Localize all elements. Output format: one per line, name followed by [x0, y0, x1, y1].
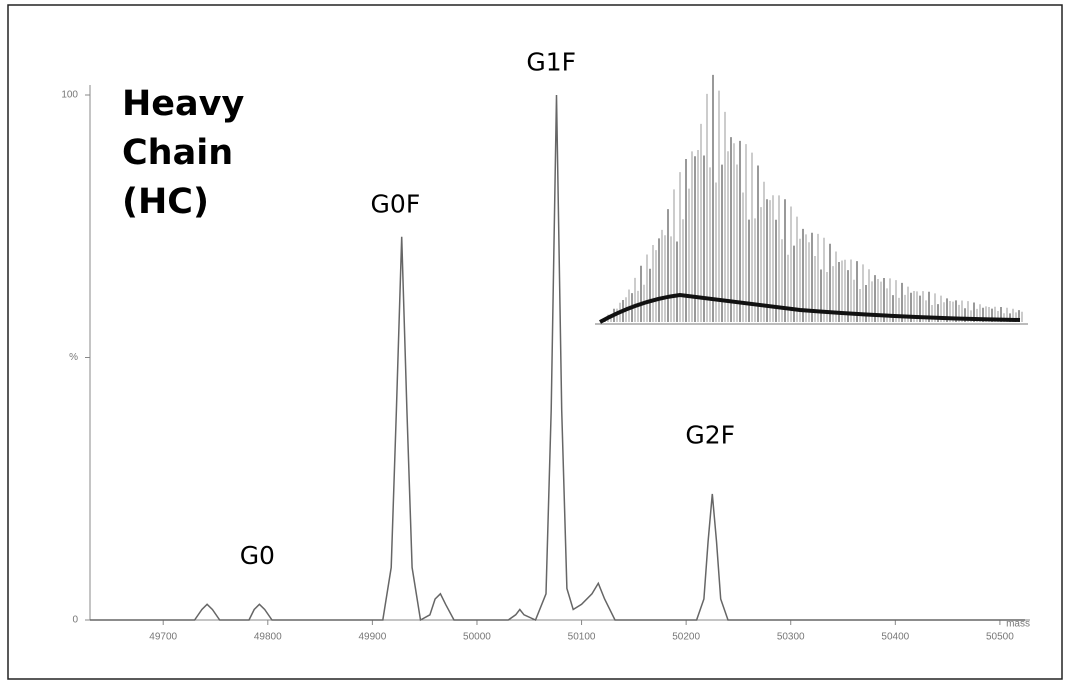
x-tick-label: 49700 — [149, 632, 177, 643]
peak-label: G1F — [526, 48, 576, 77]
x-tick-label: 50000 — [463, 632, 491, 643]
y-tick-label: 0 — [72, 615, 78, 626]
chart-title: Heavy Chain (HC) — [122, 84, 245, 222]
y-tick-label: 100 — [61, 90, 78, 101]
x-axis-label: mass — [1006, 619, 1030, 630]
x-tick-label: 49900 — [358, 632, 386, 643]
x-tick-label: 50100 — [568, 632, 596, 643]
frame — [7, 4, 1063, 680]
spectrum-line — [90, 94, 1025, 622]
x-tick-label: 50300 — [777, 632, 805, 643]
inset-base — [599, 292, 1021, 324]
y-tick-label: % — [69, 352, 78, 363]
x-tick-label: 50500 — [986, 632, 1014, 643]
x-tick-label: 50400 — [881, 632, 909, 643]
peak-label: G2F — [685, 420, 735, 449]
x-tick-label: 50200 — [672, 632, 700, 643]
x-tick-label: 49800 — [254, 632, 282, 643]
inset-spectrum — [595, 74, 1028, 325]
peak-label: G0 — [240, 541, 275, 570]
peak-label: G0F — [371, 189, 421, 218]
